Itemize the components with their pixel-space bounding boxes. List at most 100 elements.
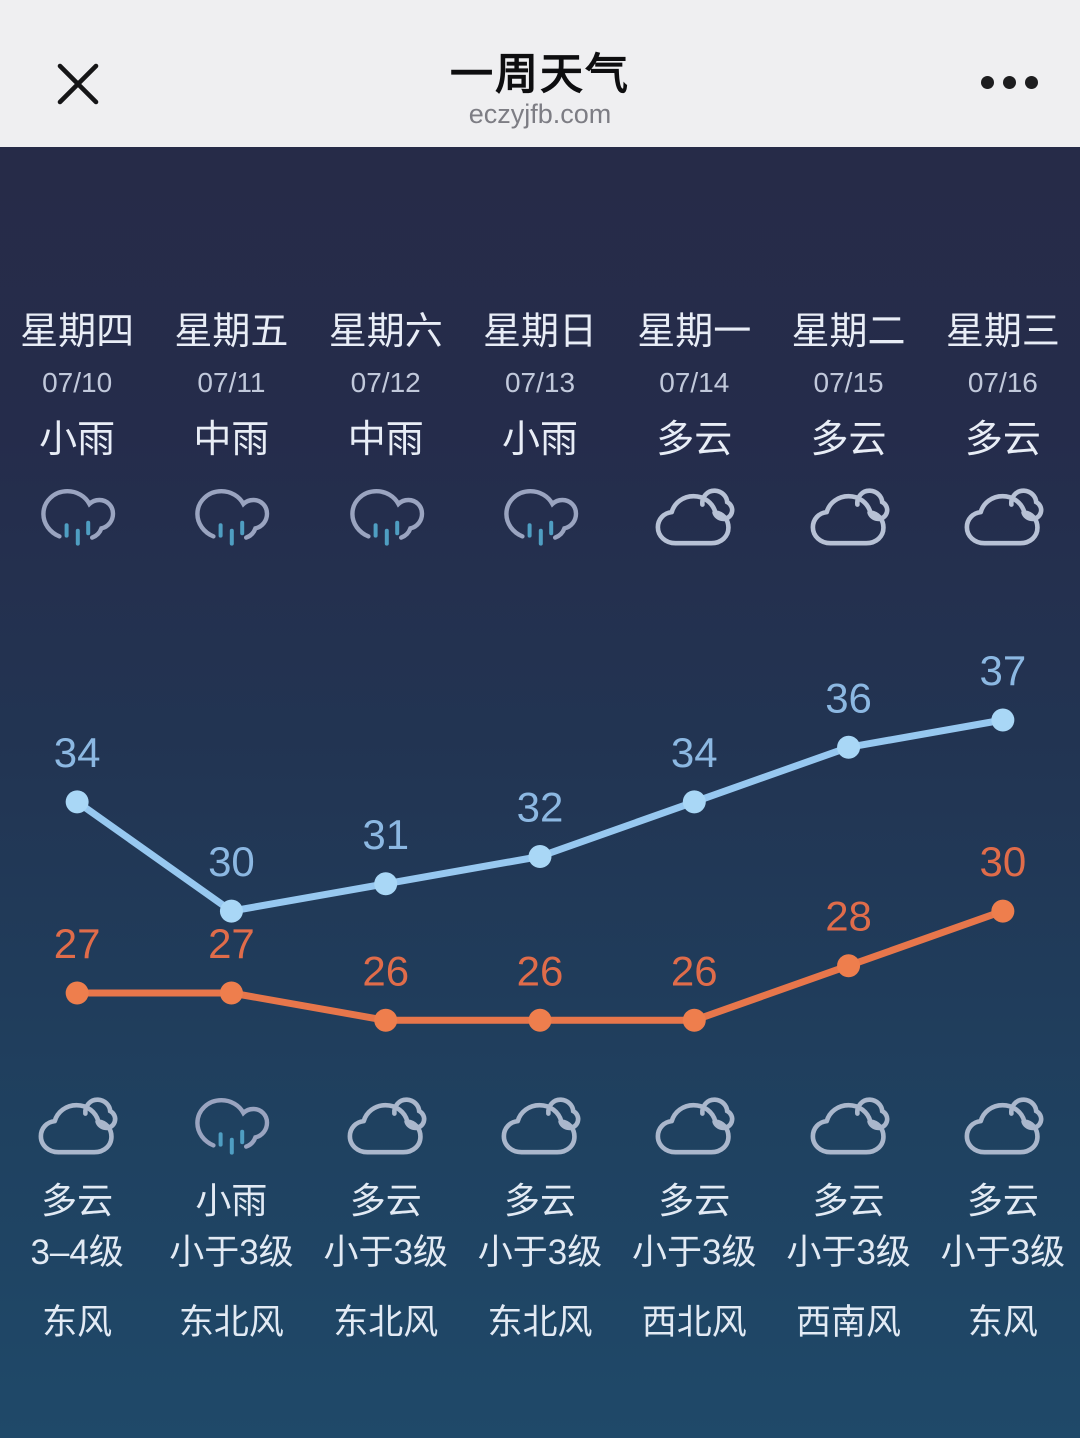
day-weather-icon: [771, 476, 925, 560]
more-icon: [1025, 76, 1038, 89]
day-column: 星期二 07/15 多云: [771, 312, 925, 560]
more-icon: [981, 76, 994, 89]
day-condition-label: 中雨: [347, 419, 424, 461]
wind-level-label: 3–4级: [30, 1233, 124, 1272]
day-weather-icon: [0, 476, 154, 560]
high_temperature-label: 31: [362, 811, 409, 858]
wind-level-label: 小于3级: [786, 1233, 911, 1272]
wind-level-label: 小于3级: [323, 1233, 448, 1272]
rain-icon: [41, 488, 116, 546]
rain-icon: [195, 1097, 270, 1155]
weekday-label: 星期六: [328, 311, 443, 353]
weekday-label: 星期三: [945, 311, 1060, 353]
detail-weather-icon: [463, 1085, 617, 1167]
cloudy-icon: [38, 1097, 118, 1155]
low_temperature-point: [374, 1008, 398, 1032]
high_temperature-label: 34: [54, 729, 101, 776]
detail-weather-icon: [771, 1085, 925, 1167]
day-condition-label: 多云: [810, 419, 887, 461]
date-label: 07/14: [659, 367, 730, 398]
high_temperature-point: [991, 708, 1015, 732]
day-weather-icon: [463, 476, 617, 560]
detail-columns: 多云 3–4级 东风 小雨 小于3级 东北风 多云 小于3级 东北风 多云 小于…: [0, 1085, 1080, 1343]
day-condition-label: 多云: [656, 419, 733, 461]
wind-direction-label: 东北风: [178, 1303, 284, 1342]
weather-panel: 星期四 07/10 小雨 星期五 07/11 中雨 星期六 07/12 中雨: [0, 147, 1080, 1438]
rain-icon: [349, 488, 424, 546]
low_temperature-label: 26: [671, 947, 718, 994]
high_temperature-point: [837, 735, 861, 759]
day-condition-label: 小雨: [501, 419, 578, 461]
day-weather-icon: [617, 476, 771, 560]
detail-column: 小雨 小于3级 东北风: [154, 1085, 308, 1343]
date-label: 07/13: [504, 367, 576, 398]
day-condition-label: 中雨: [193, 419, 270, 461]
date-label: 07/15: [813, 367, 884, 398]
detail-weather-icon: [154, 1085, 308, 1167]
day-column: 星期三 07/16 多云: [926, 312, 1080, 560]
wind-level-label: 小于3级: [632, 1233, 757, 1272]
temperature-chart: 34 30 31 32 34 36 37 27 27 26 26 26 28 30: [54, 647, 1026, 1032]
high_temperature-point: [528, 845, 552, 868]
detail-weather-icon: [0, 1085, 154, 1167]
wind-level-label: 小于3级: [477, 1233, 603, 1272]
day-column: 星期一 07/14 多云: [617, 312, 771, 560]
detail-column: 多云 小于3级 西南风: [771, 1085, 925, 1343]
cloudy-icon: [810, 1097, 890, 1155]
low_temperature-point: [991, 899, 1015, 923]
cloudy-icon: [501, 1097, 581, 1155]
low_temperature-point: [837, 954, 861, 978]
day-weather-icon: [926, 476, 1080, 560]
detail-column: 多云 小于3级 东北风: [463, 1085, 617, 1343]
source-url: eczyjfb.com: [468, 99, 612, 129]
day-weather-icon: [154, 476, 308, 560]
high_temperature-point: [65, 790, 89, 814]
high_temperature-label: 37: [979, 647, 1026, 694]
detail-column: 多云 小于3级 西北风: [617, 1085, 771, 1343]
low_temperature-point: [219, 981, 243, 1005]
wind-direction-label: 西南风: [796, 1303, 902, 1342]
low_temperature-label: 28: [825, 893, 872, 940]
detail-weather-icon: [617, 1085, 771, 1167]
low_temperature-label: 27: [54, 920, 101, 967]
high_temperature-label: 32: [517, 784, 564, 831]
wind-level-label: 小于3级: [169, 1233, 294, 1272]
wind-direction-label: 西北风: [641, 1303, 747, 1342]
more-button[interactable]: [981, 76, 1038, 89]
low_temperature-label: 30: [979, 838, 1026, 885]
detail-condition-label: 多云: [41, 1180, 114, 1221]
detail-condition-label: 小雨: [195, 1180, 268, 1221]
detail-weather-icon: [309, 1085, 463, 1167]
day-condition-label: 多云: [964, 419, 1041, 461]
low_temperature-point: [528, 1008, 552, 1032]
cloudy-icon: [655, 1097, 735, 1155]
close-icon: [57, 63, 99, 105]
low_temperature-point: [682, 1008, 706, 1032]
high_temperature-label: 30: [208, 838, 255, 885]
wind-direction-label: 东风: [42, 1303, 113, 1342]
close-button[interactable]: [50, 56, 106, 112]
low_temperature-label: 26: [517, 947, 564, 994]
rain-icon: [504, 488, 579, 546]
day-columns: 星期四 07/10 小雨 星期五 07/11 中雨 星期六 07/12 中雨: [0, 312, 1080, 560]
high_temperature-point: [219, 899, 243, 923]
weekday-label: 星期五: [174, 311, 289, 353]
date-label: 07/10: [42, 367, 113, 398]
high_temperature-point: [682, 790, 706, 814]
detail-condition-label: 多云: [503, 1180, 576, 1221]
date-label: 07/12: [350, 367, 421, 398]
day-condition-label: 小雨: [39, 419, 116, 461]
detail-condition-label: 多云: [349, 1180, 422, 1221]
wind-direction-label: 东风: [967, 1303, 1038, 1342]
header-bar: 一周天气 eczyjfb.com: [0, 0, 1080, 147]
high_temperature-label: 36: [825, 674, 872, 721]
page-title: 一周天气: [450, 51, 630, 99]
weekday-label: 星期日: [482, 311, 597, 353]
detail-condition-label: 多云: [658, 1180, 731, 1221]
weekday-label: 星期二: [791, 311, 906, 353]
date-label: 07/16: [967, 367, 1038, 398]
cloudy-icon: [347, 1097, 427, 1155]
rain-icon: [195, 488, 270, 546]
weekday-label: 星期一: [637, 311, 752, 353]
